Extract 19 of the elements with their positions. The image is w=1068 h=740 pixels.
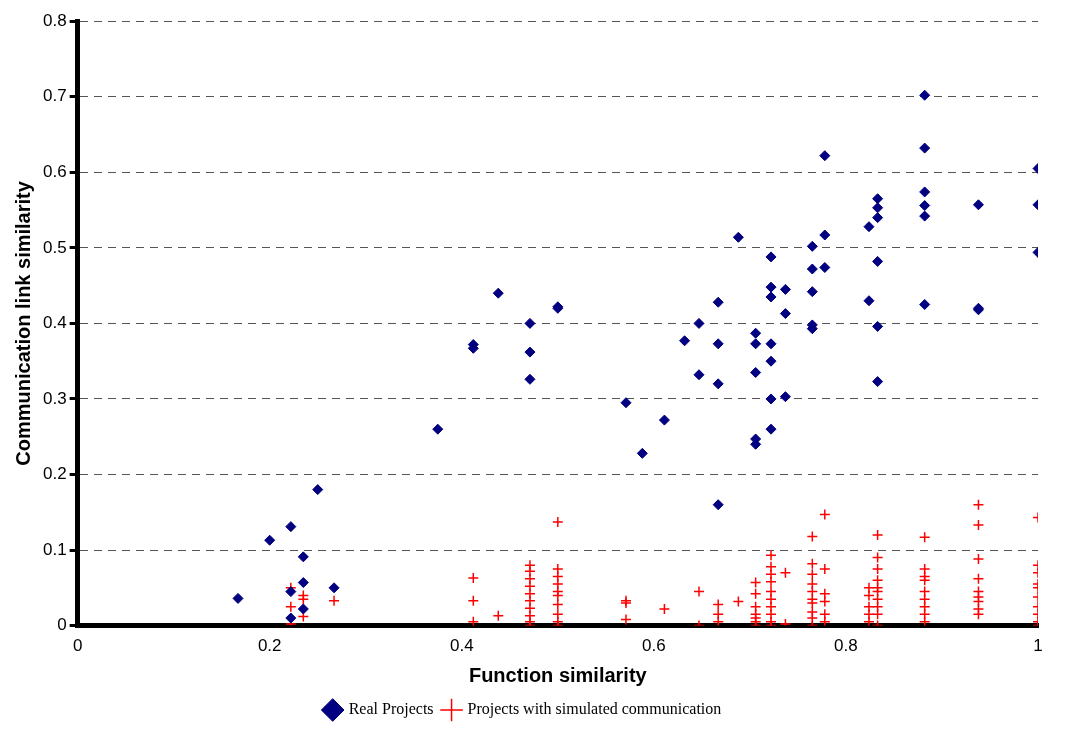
x-tick-label: 0.2 bbox=[257, 636, 282, 656]
y-axis-title: Communication link similarity bbox=[11, 180, 34, 466]
x-tick-label: 0 bbox=[72, 636, 83, 656]
y-tick-label: 0.7 bbox=[42, 86, 67, 106]
y-tick-label: 0.6 bbox=[42, 161, 67, 181]
legend-label: Real Projects bbox=[348, 700, 434, 719]
y-tick-label: 0.1 bbox=[42, 539, 67, 559]
y-tick-label: 0.8 bbox=[42, 10, 67, 30]
y-tick-label: 0.3 bbox=[42, 388, 67, 408]
legend-label: Projects with simulated communication bbox=[467, 700, 722, 719]
x-axis-title: Function similarity bbox=[468, 663, 648, 686]
x-tick-label: 1 bbox=[1033, 636, 1043, 656]
y-tick-label: 0 bbox=[57, 615, 67, 635]
y-tick-label: 0.2 bbox=[42, 464, 67, 484]
y-tick-label: 0.4 bbox=[42, 313, 67, 333]
x-tick-label: 0.4 bbox=[449, 636, 474, 656]
y-tick-label: 0.5 bbox=[42, 237, 67, 257]
x-tick-label: 0.8 bbox=[834, 636, 858, 656]
x-tick-label: 0.6 bbox=[642, 636, 666, 656]
